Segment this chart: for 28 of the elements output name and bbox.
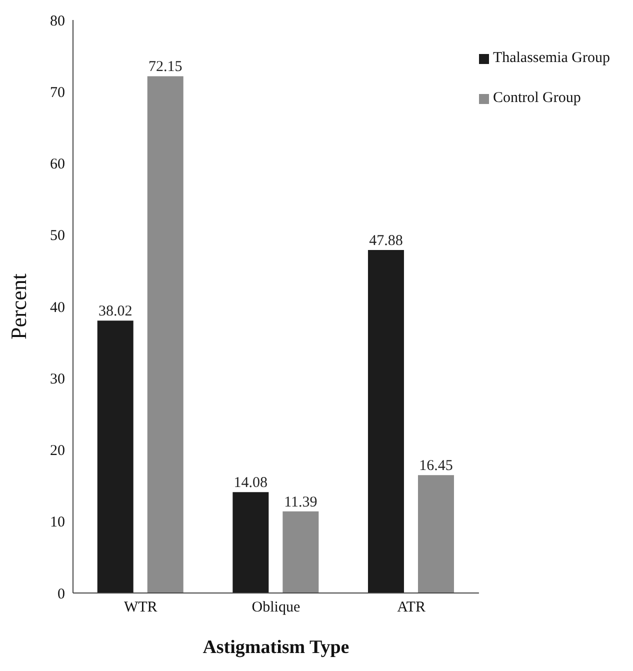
- bar: [232, 492, 269, 593]
- y-tick-label: 60: [50, 156, 65, 173]
- bar: [418, 475, 454, 593]
- y-tick-label: 70: [50, 84, 65, 101]
- data-label: 72.15: [148, 59, 182, 76]
- x-tick-label: WTR: [124, 600, 158, 616]
- y-tick-label: 20: [50, 443, 65, 460]
- data-label: 14.08: [234, 475, 268, 492]
- y-tick-label: 40: [50, 300, 65, 316]
- data-label: 38.02: [98, 304, 132, 320]
- data-label: 16.45: [419, 458, 453, 474]
- x-axis-title: Astigmatism Type: [202, 637, 350, 658]
- bar: [368, 250, 404, 593]
- y-tick-label: 0: [58, 586, 65, 602]
- legend-label: Thalassemia Group: [492, 50, 610, 66]
- y-tick-label: 30: [50, 371, 65, 388]
- bar: [147, 76, 184, 593]
- x-tick-label: ATR: [397, 600, 426, 616]
- x-tick-label: Oblique: [252, 600, 300, 616]
- y-tick-label: 80: [50, 13, 65, 30]
- bar: [282, 511, 319, 593]
- y-tick-label: 50: [50, 228, 65, 244]
- y-axis-title: Percent: [6, 274, 31, 340]
- data-label: 47.88: [369, 233, 403, 250]
- legend-label: Control Group: [492, 90, 581, 106]
- y-tick-label: 10: [50, 514, 65, 531]
- data-label: 11.39: [284, 494, 318, 510]
- bar: [97, 320, 134, 593]
